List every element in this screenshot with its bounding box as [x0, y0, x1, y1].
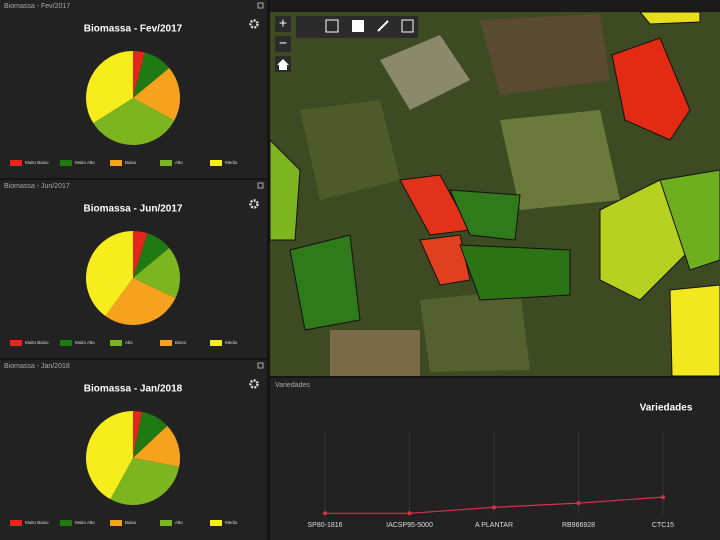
pie-slice	[93, 98, 175, 145]
field-red	[419, 234, 471, 286]
pie-slice	[133, 52, 170, 98]
field	[420, 290, 530, 372]
field-yellow	[638, 11, 701, 25]
point	[407, 511, 412, 516]
field-yellow	[669, 284, 720, 377]
legend-label: Muito Alto	[75, 520, 95, 525]
legend-swatch[interactable]	[110, 340, 122, 346]
legend-swatch[interactable]	[210, 340, 222, 346]
pie-slice	[133, 68, 180, 121]
tool-button[interactable]	[377, 20, 389, 32]
point	[492, 505, 496, 510]
legend-swatch[interactable]	[60, 520, 72, 526]
pie-slice	[86, 231, 133, 317]
legend-swatch[interactable]	[110, 520, 122, 526]
chart-title: Biomassa - Fev/2017	[84, 24, 183, 35]
zoom-in-icon: +	[279, 15, 287, 31]
zoom-out[interactable]	[275, 36, 291, 52]
panel-title: Biomassa - Jun/2017	[4, 183, 70, 190]
tool-button[interactable]	[401, 19, 414, 33]
legend-swatch[interactable]	[160, 160, 172, 166]
pie-slice	[133, 425, 180, 467]
x-tick-label: CTC15	[652, 522, 674, 529]
settings-icon	[249, 19, 259, 29]
legend-label: Muito Baixo	[25, 340, 49, 345]
x-tick-label: SP80-1816	[307, 522, 342, 529]
maximize-button[interactable]	[257, 2, 264, 9]
legend-swatch[interactable]	[160, 520, 172, 526]
point	[576, 501, 581, 506]
legend-label: Alto	[175, 160, 183, 165]
legend-swatch[interactable]	[210, 160, 222, 166]
point	[323, 511, 327, 516]
legend-swatch[interactable]	[60, 160, 72, 166]
legend-label: Muito Baixo	[25, 160, 49, 165]
x-tick-label: A PLANTAR	[475, 522, 513, 529]
pie-slice	[133, 411, 142, 458]
pie-slice	[133, 231, 148, 278]
legend-label: Medio	[225, 340, 238, 345]
field	[500, 110, 620, 210]
home-icon	[277, 59, 289, 70]
x-tick-label: RB966928	[562, 522, 595, 529]
field-red	[611, 37, 691, 141]
panel-title: Biomassa - Fev/2017	[4, 3, 70, 10]
legend-label: Baixo	[125, 520, 137, 525]
field	[380, 35, 470, 110]
field-green	[269, 138, 301, 241]
zoom-in[interactable]	[275, 16, 291, 32]
field-green	[659, 169, 720, 271]
legend-swatch[interactable]	[10, 160, 22, 166]
panel-title: Variedades	[275, 382, 310, 389]
pie-slice	[105, 278, 176, 325]
legend-label: Baixo	[125, 160, 137, 165]
legend-label: Medio	[225, 520, 238, 525]
legend-label: Muito Alto	[75, 340, 95, 345]
point	[661, 495, 665, 500]
field	[480, 14, 610, 95]
pie-slice	[86, 410, 133, 500]
field-green	[449, 189, 521, 241]
field-green	[289, 234, 361, 331]
chart-title: Variedades	[640, 403, 693, 414]
field	[300, 100, 400, 200]
legend-swatch[interactable]	[160, 340, 172, 346]
pie-slice	[133, 411, 168, 458]
legend-swatch[interactable]	[110, 160, 122, 166]
legend-label: Alto	[125, 340, 133, 345]
legend-swatch[interactable]	[210, 520, 222, 526]
x-tick-label: IACSP95-5000	[386, 522, 433, 529]
pie-slice	[133, 233, 170, 278]
legend-label: Medio	[225, 160, 238, 165]
tool-button[interactable]	[352, 20, 364, 32]
field	[330, 330, 420, 376]
field-green	[459, 244, 571, 301]
maximize-button[interactable]	[257, 182, 264, 189]
zoom-out-icon: −	[279, 35, 287, 51]
map-header	[270, 0, 720, 12]
legend-label: Muito Baixo	[25, 520, 49, 525]
chart-title: Biomassa - Jun/2017	[84, 204, 183, 215]
pie-slice	[133, 51, 145, 98]
legend-label: Baixo	[175, 340, 187, 345]
pie-slice	[110, 458, 180, 505]
panel-title: Biomassa - Jan/2018	[4, 363, 70, 370]
tool-button[interactable]	[325, 19, 339, 33]
legend-label: Alto	[175, 520, 183, 525]
settings-icon	[249, 199, 259, 209]
legend-swatch[interactable]	[10, 520, 22, 526]
legend-swatch[interactable]	[60, 340, 72, 346]
settings-icon	[249, 379, 259, 389]
maximize-button[interactable]	[257, 362, 264, 369]
legend-swatch[interactable]	[10, 340, 22, 346]
legend-label: Muito Alto	[75, 160, 95, 165]
chart-title: Biomassa - Jan/2018	[84, 384, 183, 395]
map[interactable]: + −	[269, 0, 720, 377]
pie-slice	[86, 51, 133, 124]
pie-slice	[133, 248, 180, 299]
